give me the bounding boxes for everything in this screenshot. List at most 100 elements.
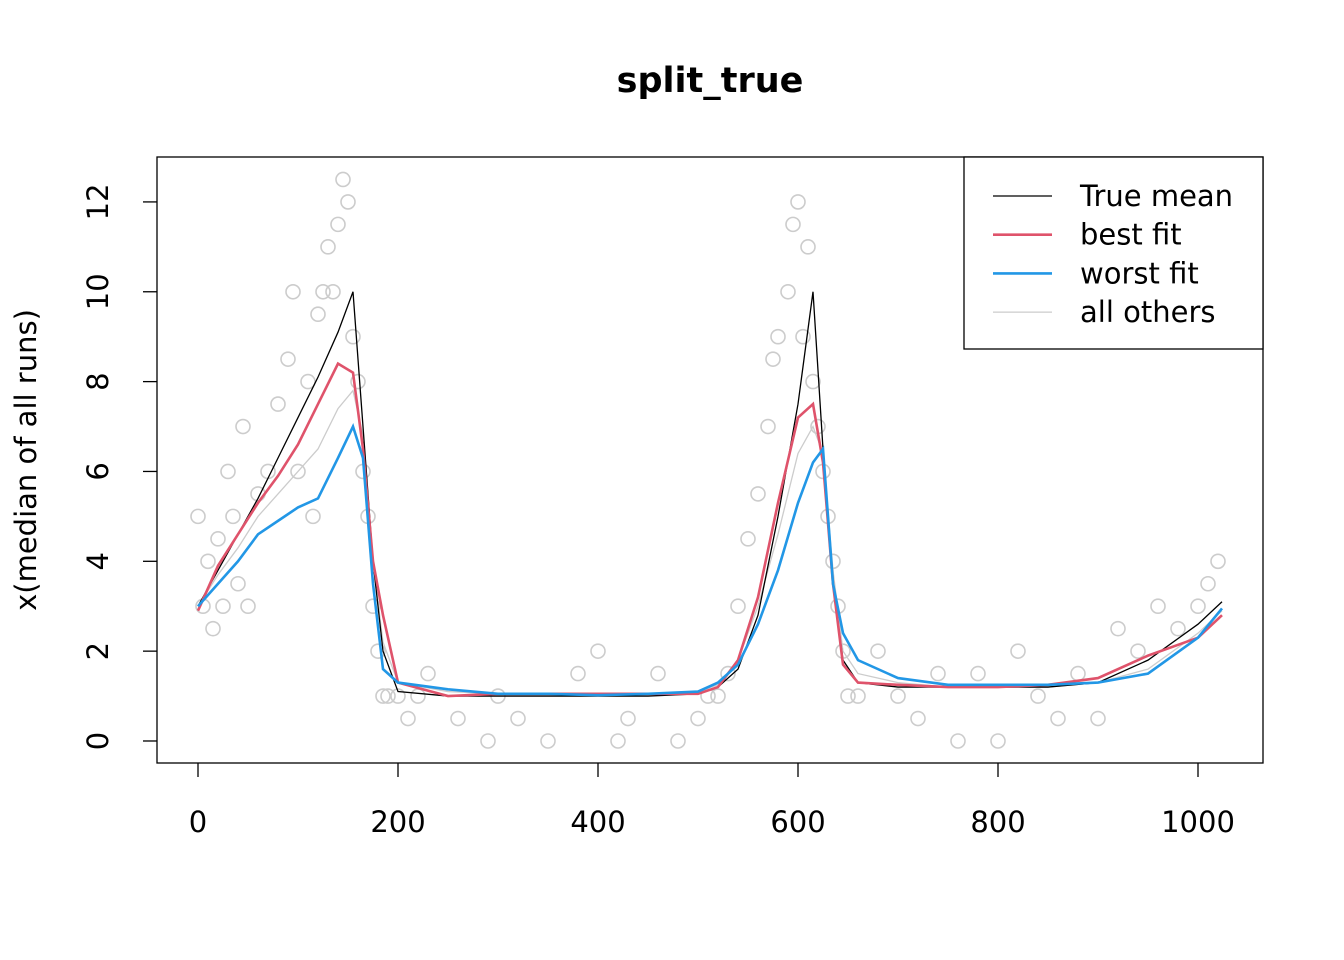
data-point [1200, 575, 1216, 592]
data-point [350, 373, 366, 390]
data-point [400, 710, 416, 727]
data-point [710, 688, 726, 704]
data-point [1130, 643, 1146, 659]
data-point [890, 688, 906, 704]
data-point [510, 710, 526, 727]
legend-label: worst fit [1080, 256, 1199, 290]
y-tick-label: 2 [81, 642, 115, 660]
data-point [320, 239, 336, 255]
y-tick-label: 8 [81, 372, 115, 390]
data-point [750, 486, 766, 502]
data-point [1210, 553, 1226, 570]
data-point [340, 194, 356, 210]
data-point [410, 688, 426, 704]
data-point [310, 306, 326, 323]
data-point [345, 328, 361, 345]
data-point [840, 688, 856, 704]
data-point [290, 463, 306, 480]
x-tick-label: 600 [770, 805, 825, 839]
data-point [235, 418, 251, 435]
data-point [690, 710, 706, 727]
data-point [765, 351, 781, 367]
x-tick-label: 800 [970, 805, 1025, 839]
data-point [870, 643, 886, 659]
data-point [610, 733, 626, 749]
data-point [1110, 620, 1126, 637]
data-point [795, 328, 811, 345]
data-point [540, 733, 556, 749]
data-point [950, 733, 966, 749]
data-point [210, 531, 226, 547]
data-point [190, 508, 206, 525]
data-point [730, 598, 746, 615]
data-point [740, 531, 756, 547]
data-point [850, 688, 866, 704]
legend-label: all others [1080, 295, 1215, 329]
data-point [720, 665, 736, 682]
data-point [800, 239, 816, 255]
x-tick-label: 200 [370, 805, 425, 839]
data-point [780, 283, 796, 300]
data-point [770, 328, 786, 345]
data-point [325, 283, 341, 300]
series-line [196, 361, 1223, 698]
y-tick-label: 12 [81, 183, 115, 220]
data-point [370, 643, 386, 659]
data-point [480, 733, 496, 749]
data-point [1070, 665, 1086, 682]
data-point [420, 665, 436, 682]
data-point [1150, 598, 1166, 615]
y-tick-label: 4 [81, 552, 115, 570]
data-point [930, 665, 946, 682]
data-point [380, 688, 396, 704]
data-point [330, 216, 346, 233]
chart-title: split_true [617, 61, 804, 101]
data-point [620, 710, 636, 727]
data-point [280, 351, 296, 367]
data-point [390, 688, 406, 704]
data-point [570, 665, 586, 682]
series-line [197, 291, 1223, 697]
data-point [450, 710, 466, 727]
data-point [1030, 688, 1046, 704]
data-point [1050, 710, 1066, 727]
data-point [970, 665, 986, 682]
series-line [197, 389, 1223, 695]
data-point [990, 733, 1006, 749]
x-tick-label: 1000 [1161, 805, 1235, 839]
data-point [590, 643, 606, 659]
series-line [197, 423, 1224, 697]
data-point [760, 418, 776, 435]
data-point [365, 598, 381, 615]
data-point [205, 620, 221, 637]
x-tick-label: 0 [189, 805, 207, 839]
data-point [315, 283, 331, 300]
legend-label: True mean [1079, 179, 1233, 213]
data-point [305, 508, 321, 525]
data-point [260, 463, 276, 480]
data-point [240, 598, 256, 615]
y-axis-label: x(median of all runs) [9, 309, 43, 611]
data-point [1090, 710, 1106, 727]
data-point [790, 194, 806, 210]
y-tick-label: 10 [81, 273, 115, 310]
data-point [805, 373, 821, 390]
data-point [225, 508, 241, 525]
legend-box [963, 156, 1264, 350]
plot-frame [156, 156, 1264, 764]
data-point [1010, 643, 1026, 659]
data-point [200, 553, 216, 570]
data-point [215, 598, 231, 615]
x-tick-label: 400 [570, 805, 625, 839]
data-point [300, 373, 316, 390]
y-tick-label: 0 [81, 732, 115, 750]
data-point [375, 688, 391, 704]
data-point [270, 396, 286, 412]
data-point [785, 216, 801, 233]
data-point [285, 283, 301, 300]
data-point [910, 710, 926, 727]
data-point [650, 665, 666, 682]
data-point [1190, 598, 1206, 615]
